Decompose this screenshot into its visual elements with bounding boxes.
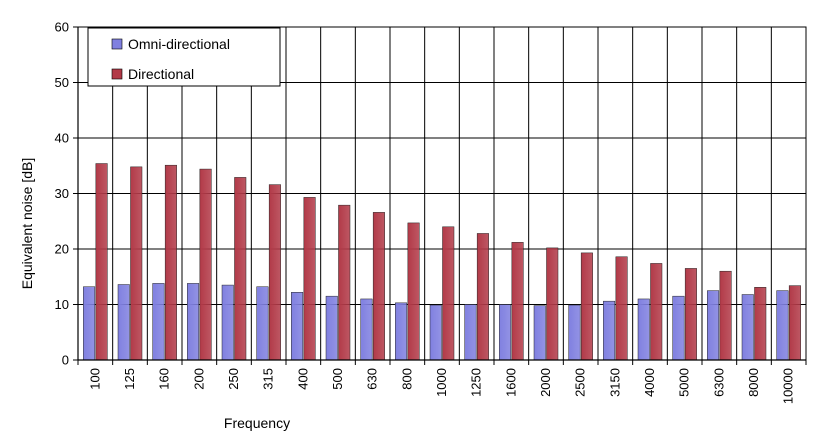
bar-omni-8000	[741, 294, 754, 361]
bar-directional-2000	[546, 247, 559, 361]
x-tick-label: 10000	[781, 368, 796, 404]
bar-omni-3150	[603, 300, 616, 361]
x-tick-label: 500	[330, 368, 345, 390]
bar-directional-10000	[788, 285, 801, 361]
x-tick-label: 1000	[434, 368, 449, 397]
bar-omni-2000	[533, 305, 546, 361]
legend: Omni-directional Directional	[87, 27, 281, 87]
x-tick-label: 1600	[503, 368, 518, 397]
x-tick-label: 8000	[746, 368, 761, 397]
x-tick-label: 100	[87, 368, 102, 390]
bar-omni-100	[83, 286, 96, 361]
bar-omni-2500	[568, 304, 581, 361]
bar-directional-6300	[719, 270, 732, 361]
bar-omni-1000	[429, 304, 442, 361]
bars	[83, 163, 801, 361]
bar-directional-1600	[511, 242, 524, 361]
y-tick-label: 40	[55, 131, 69, 146]
x-tick-label: 5000	[677, 368, 692, 397]
bar-directional-400	[303, 197, 316, 361]
x-tick-label: 1250	[469, 368, 484, 397]
bar-omni-400	[291, 292, 304, 361]
x-tick-label: 2000	[538, 368, 553, 397]
bar-directional-125	[130, 166, 143, 361]
legend-label-directional: Directional	[128, 66, 194, 82]
x-tick-label: 4000	[642, 368, 657, 397]
x-tick-labels: 100 125 160 200 250 315 400 500 630 800 1000 1250 16…	[87, 368, 795, 404]
y-tick-label: 30	[55, 186, 69, 201]
x-tick-label: 6300	[711, 368, 726, 397]
bar-omni-315	[256, 286, 269, 361]
bar-directional-5000	[684, 268, 697, 361]
bar-directional-630	[372, 212, 385, 361]
bar-omni-630	[360, 298, 373, 361]
y-tick-label: 10	[55, 297, 69, 312]
x-tick-label: 315	[261, 368, 276, 390]
x-tick-label: 2500	[573, 368, 588, 397]
x-tick-label: 160	[157, 368, 172, 390]
legend-label-omni: Omni-directional	[128, 36, 230, 52]
x-tick-label: 125	[122, 368, 137, 390]
y-tick-label: 0	[62, 353, 69, 368]
x-tick-label: 630	[365, 368, 380, 390]
bar-omni-250	[221, 284, 234, 361]
legend-swatch-omni	[111, 38, 123, 50]
x-tick-label: 400	[295, 368, 310, 390]
y-tick-label: 20	[55, 242, 69, 257]
bar-omni-125	[117, 284, 130, 361]
y-axis-title: Equivalent noise [dB]	[19, 158, 35, 290]
legend-swatch-directional	[111, 68, 123, 80]
y-tick-label: 50	[55, 75, 69, 90]
bar-directional-4000	[650, 263, 663, 361]
bar-directional-315	[268, 184, 281, 361]
bar-omni-160	[152, 283, 165, 361]
x-tick-label: 800	[399, 368, 414, 390]
y-tick-label: 60	[55, 20, 69, 35]
bar-directional-800	[407, 222, 420, 361]
axes	[73, 26, 807, 365]
x-axis-title: Frequency	[224, 415, 290, 431]
bar-directional-8000	[754, 287, 767, 361]
x-tick-label: 250	[226, 368, 241, 390]
bar-directional-100	[95, 163, 108, 361]
bar-omni-4000	[637, 298, 650, 361]
bar-omni-10000	[776, 290, 789, 361]
bar-omni-6300	[707, 290, 720, 361]
bar-directional-2500	[580, 252, 593, 361]
bar-omni-500	[325, 295, 338, 361]
bar-directional-250	[234, 177, 247, 361]
bar-directional-200	[199, 168, 212, 361]
bar-omni-200	[187, 283, 200, 361]
y-tick-labels: 0 10 20 30 40 50 60	[55, 20, 69, 368]
bar-directional-1250	[476, 233, 489, 361]
bar-directional-3150	[615, 256, 628, 361]
bar-omni-5000	[672, 295, 685, 361]
bar-directional-500	[338, 204, 351, 361]
x-tick-label: 200	[191, 368, 206, 390]
bar-directional-1000	[442, 226, 455, 361]
bar-omni-1600	[499, 304, 512, 361]
bar-omni-800	[395, 302, 408, 361]
x-tick-label: 3150	[607, 368, 622, 397]
bar-omni-1250	[464, 304, 477, 361]
bar-directional-160	[164, 164, 177, 361]
